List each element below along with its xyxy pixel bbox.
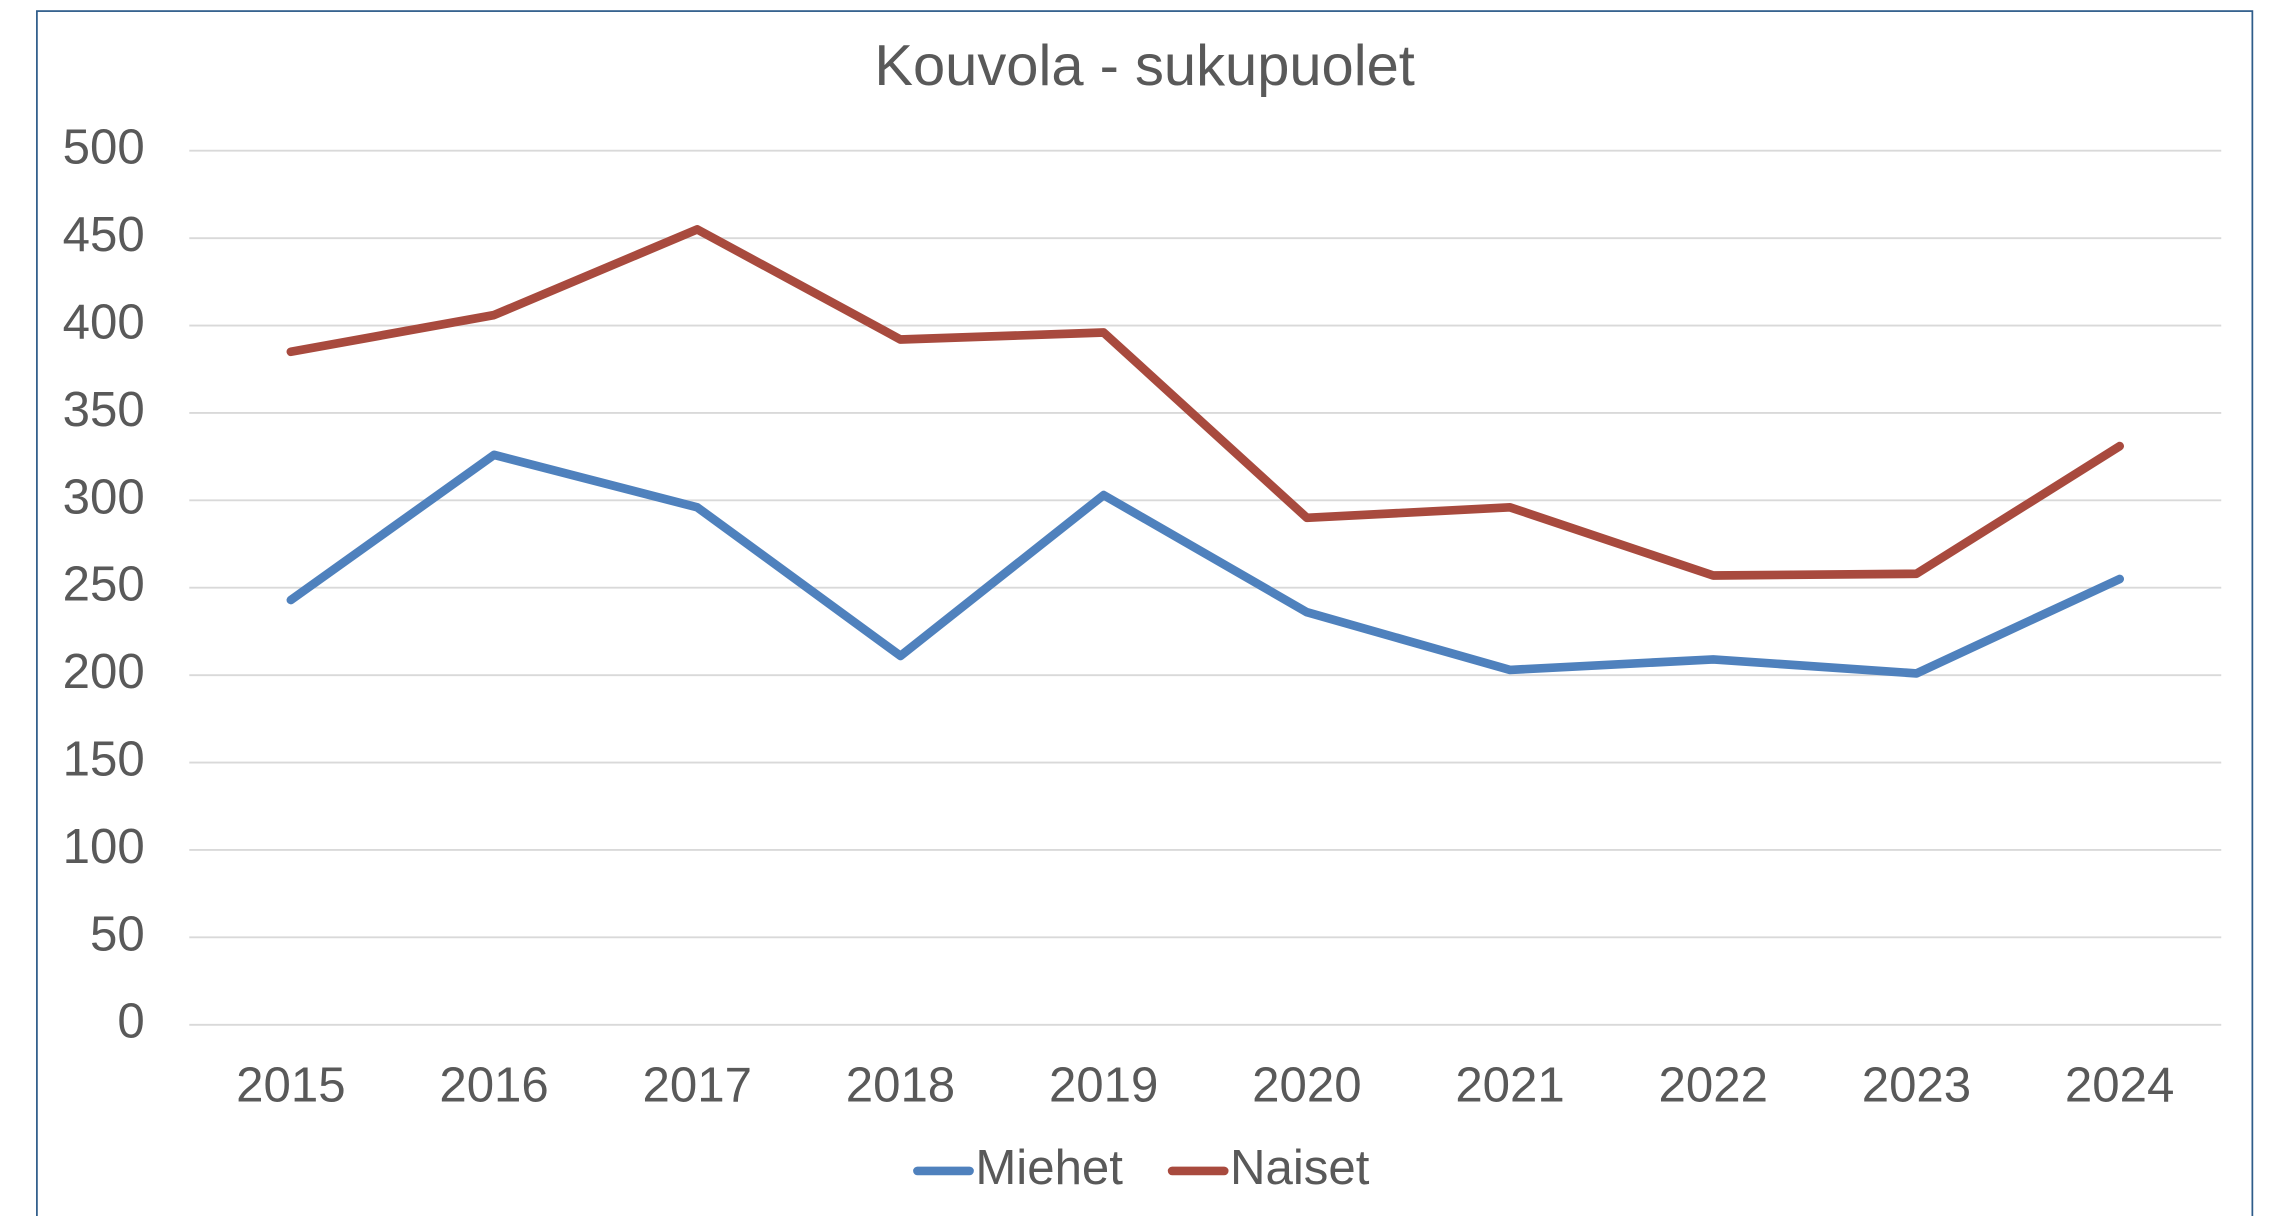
y-tick-label: 400	[63, 295, 145, 350]
chart-frame	[36, 10, 2254, 1216]
y-tick-label: 500	[63, 120, 145, 175]
x-tick-label: 2023	[1862, 1057, 1971, 1112]
y-tick-label: 100	[63, 819, 145, 874]
legend-label: Naiset	[1230, 1140, 1370, 1195]
data-line	[286, 450, 2124, 678]
x-tick-label: 2017	[643, 1057, 752, 1112]
x-tick-label: 2015	[236, 1057, 345, 1112]
y-tick-label: 150	[63, 732, 145, 787]
x-tick-label: 2019	[1049, 1057, 1158, 1112]
chart-title: Kouvola - sukupuolet	[874, 34, 1415, 98]
y-tick-label: 450	[63, 207, 145, 262]
legend-label: Miehet	[975, 1140, 1123, 1195]
y-tick-label: 0	[117, 994, 144, 1049]
y-tick-label: 250	[63, 557, 145, 612]
y-tick-label: 200	[63, 644, 145, 699]
x-tick-label: 2016	[439, 1057, 548, 1112]
x-tick-label: 2022	[1659, 1057, 1768, 1112]
y-tick-label: 350	[63, 382, 145, 437]
y-tick-label: 300	[63, 469, 145, 524]
x-tick-label: 2018	[846, 1057, 955, 1112]
x-tick-label: 2020	[1252, 1057, 1361, 1112]
x-tick-label: 2024	[2065, 1057, 2174, 1112]
x-tick-label: 2021	[1455, 1057, 1564, 1112]
y-tick-label: 50	[90, 906, 145, 961]
data-line	[286, 225, 2124, 580]
